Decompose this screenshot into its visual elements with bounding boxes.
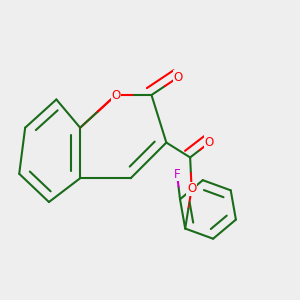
Text: O: O [205,136,214,149]
Text: F: F [174,167,180,181]
Text: O: O [174,71,183,84]
Text: O: O [111,88,120,101]
Text: O: O [187,182,196,195]
